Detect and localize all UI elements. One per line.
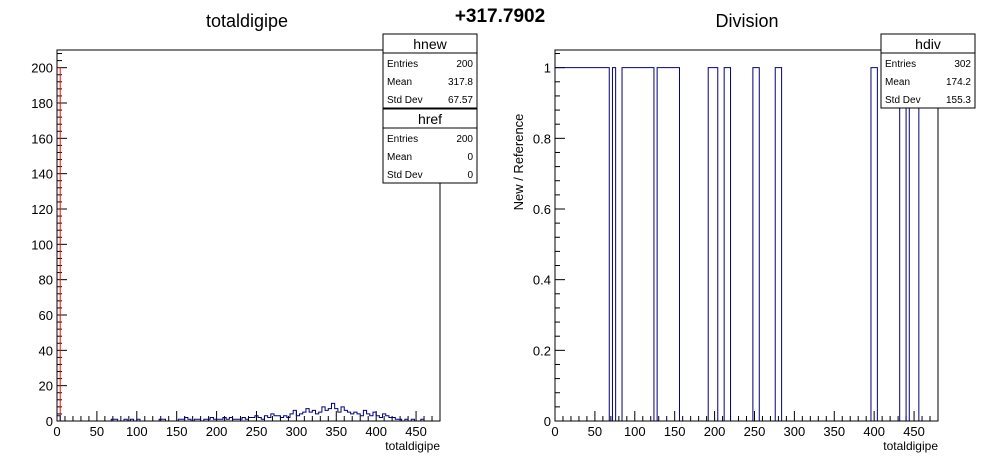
x-tick-label: 250 — [744, 424, 766, 439]
right-y-axis-label: New / Reference — [511, 114, 526, 211]
stats-label: Entries — [387, 59, 418, 70]
x-tick-label: 350 — [325, 424, 347, 439]
stats-value: 302 — [954, 59, 971, 70]
x-tick-label: 400 — [863, 424, 885, 439]
stats-label: Mean — [885, 77, 910, 88]
left-tick-labels: 0 50 100 150 200 250 300 350 400 450 0 20 40 60 80 100 1… — [31, 61, 427, 439]
hdiv-histogram-line — [554, 67, 938, 422]
x-tick-label: 150 — [664, 424, 686, 439]
stats-value: 200 — [456, 59, 473, 70]
y-tick-label: 0 — [46, 414, 53, 429]
x-tick-label: 450 — [405, 424, 427, 439]
stats-box-href: href Entries 200 Mean 0 Std Dev 0 — [382, 108, 478, 184]
hnew-histogram-line — [56, 402, 440, 422]
y-tick-label: 0.2 — [533, 343, 551, 358]
y-tick-label: 80 — [39, 273, 53, 288]
x-tick-label: 450 — [903, 424, 925, 439]
x-tick-label: 400 — [365, 424, 387, 439]
stats-value: 0 — [467, 152, 473, 163]
panel-right-division: Division 0 50 100 150 200 250 300 350 400 450 0 0.2… — [511, 11, 976, 453]
y-tick-label: 0.8 — [533, 131, 551, 146]
x-tick-label: 200 — [206, 424, 228, 439]
header-value: +317.7902 — [455, 6, 545, 27]
left-chart-title: totaldigipe — [206, 11, 288, 31]
stats-box-title: hdiv — [915, 36, 941, 52]
right-chart-title: Division — [715, 11, 778, 31]
stats-label: Entries — [387, 134, 418, 145]
stats-label: Std Dev — [387, 170, 423, 181]
left-x-axis-label: totaldigipe — [385, 439, 440, 453]
y-tick-label: 60 — [39, 308, 53, 323]
y-tick-label: 0.6 — [533, 202, 551, 217]
y-tick-label: 120 — [31, 202, 53, 217]
x-tick-label: 300 — [784, 424, 806, 439]
stats-label: Mean — [387, 152, 412, 163]
stats-box-title: href — [418, 111, 442, 127]
x-tick-label: 0 — [53, 424, 60, 439]
y-tick-label: 0.4 — [533, 273, 551, 288]
y-tick-label: 160 — [31, 131, 53, 146]
x-tick-label: 50 — [90, 424, 104, 439]
stats-value: 317.8 — [448, 77, 473, 88]
x-tick-label: 100 — [624, 424, 646, 439]
right-tick-layer — [554, 53, 939, 422]
stats-value: 155.3 — [946, 95, 971, 106]
y-tick-label: 0 — [544, 414, 551, 429]
stats-label: Entries — [885, 59, 916, 70]
panel-left-histogram: totaldigipe 0 50 100 150 200 250 300 350 400 4500… — [31, 11, 478, 453]
stats-box-hnew: hnew Entries 200 Mean 317.8 Std Dev 67.5… — [382, 33, 478, 109]
x-tick-label: 100 — [126, 424, 148, 439]
x-tick-label: 50 — [588, 424, 602, 439]
y-tick-label: 140 — [31, 167, 53, 182]
stats-value: 0 — [467, 170, 473, 181]
stats-label: Mean — [387, 77, 412, 88]
left-tick-layer — [56, 53, 441, 422]
left-frame — [56, 49, 441, 422]
stats-label: Std Dev — [387, 95, 423, 106]
x-tick-label: 350 — [823, 424, 845, 439]
stats-value: 67.57 — [448, 95, 473, 106]
x-tick-label: 150 — [166, 424, 188, 439]
stats-label: Std Dev — [885, 95, 921, 106]
right-tick-labels: 0 50 100 150 200 250 300 350 400 450 0 0.2 0.4 0.6 0.8… — [533, 61, 925, 439]
stats-value: 174.2 — [946, 77, 971, 88]
x-tick-label: 200 — [704, 424, 726, 439]
y-tick-label: 1 — [544, 61, 551, 76]
y-tick-label: 180 — [31, 96, 53, 111]
x-tick-label: 300 — [286, 424, 308, 439]
right-frame — [554, 49, 939, 422]
x-tick-label: 0 — [551, 424, 558, 439]
stats-box-title: hnew — [413, 36, 447, 52]
x-tick-label: 250 — [246, 424, 268, 439]
y-tick-label: 40 — [39, 343, 53, 358]
y-tick-label: 20 — [39, 379, 53, 394]
y-tick-label: 100 — [31, 237, 53, 252]
y-tick-label: 200 — [31, 61, 53, 76]
stats-box-hdiv: hdiv Entries 302 Mean 174.2 Std Dev 155.… — [880, 33, 976, 109]
right-x-axis-label: totaldigipe — [883, 439, 938, 453]
stats-value: 200 — [456, 134, 473, 145]
